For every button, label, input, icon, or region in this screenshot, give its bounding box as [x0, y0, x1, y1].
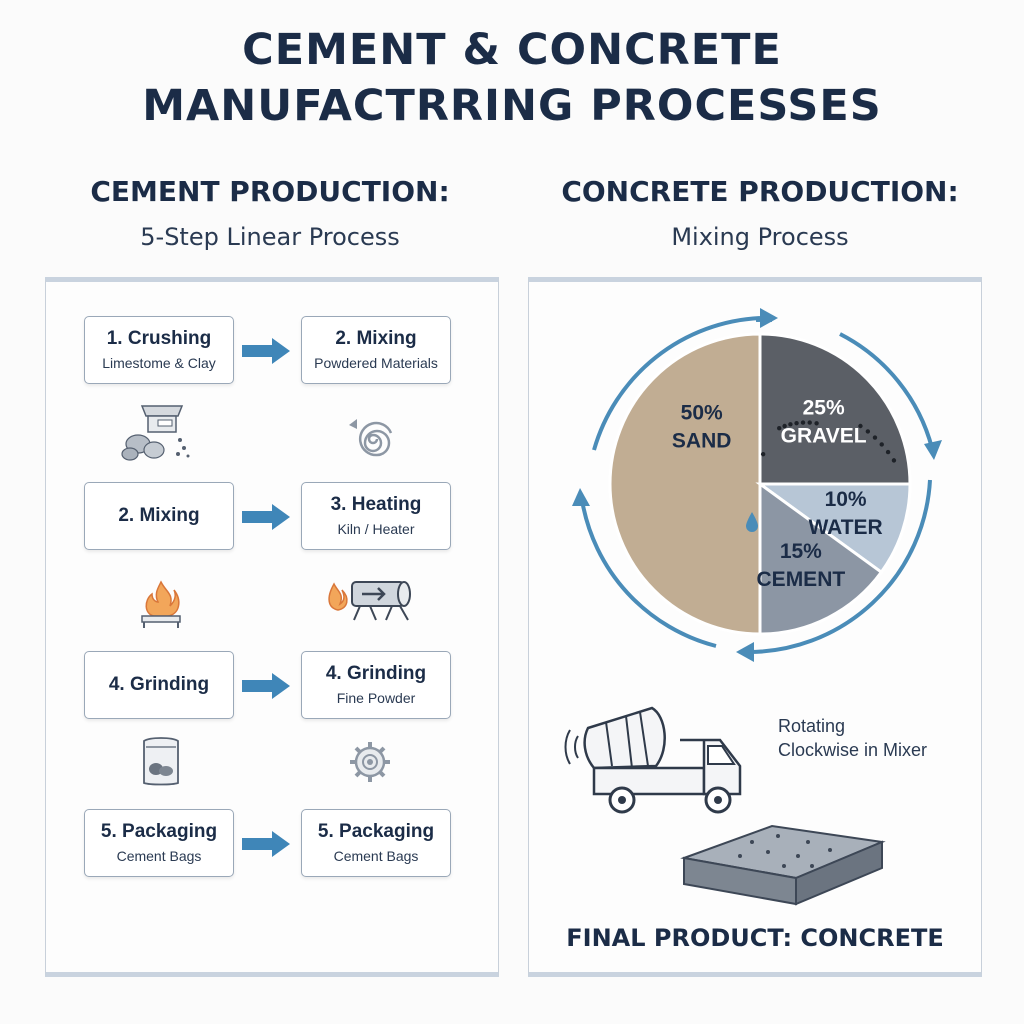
arrow-right-icon [242, 338, 290, 364]
spiral-icon [349, 419, 393, 457]
page-title-line1: CEMENT & CONCRETE [242, 25, 782, 75]
step-desc: Cement Bags [333, 848, 419, 864]
cycle-arrowhead [736, 642, 754, 662]
gravel-dot [800, 420, 806, 425]
gravel-dot [879, 442, 884, 447]
grinder-gear-icon [350, 742, 390, 782]
gravel-dot [777, 426, 782, 431]
gravel-dot [782, 423, 787, 429]
final-product-label: FINAL PRODUCT: CONCRETE [566, 924, 944, 952]
cycle-arrow-arc [580, 499, 717, 648]
step-card: 2. Mixing [84, 482, 234, 550]
step-title: 4. Grinding [108, 674, 210, 695]
cycle-arrow-arc [839, 332, 934, 449]
gravel-dot [814, 421, 819, 426]
pie-slice-sand [608, 332, 762, 636]
pie-category-label: WATER [808, 516, 882, 539]
pie-slice-cement [758, 481, 884, 636]
cement-heading: CEMENT PRODUCTION: [90, 175, 450, 208]
mixer-note-line2: Clockwise in Mixer [778, 740, 928, 760]
step-title: 1. Crushing [106, 328, 212, 349]
step-card: 3. Heating Kiln / Heater [301, 482, 451, 550]
arrow-right-icon [242, 831, 290, 857]
step-card: 5. Packaging Cement Bags [84, 809, 234, 877]
gravel-dot [891, 458, 897, 463]
cycle-arrow-arc [592, 316, 761, 451]
concrete-section-title: CONCRETE PRODUCTION: Mixing Process [520, 172, 1000, 254]
step-desc: Fine Powder [336, 690, 416, 706]
step-card: 2. Mixing Powdered Materials [301, 316, 451, 384]
step-card: 4. Grinding [84, 651, 234, 719]
step-title: 5. Packaging [317, 821, 435, 842]
gravel-dot [872, 435, 878, 440]
cement-bag-icon [143, 737, 179, 786]
page-title-line2: MANUFACTRRING PROCESSES [142, 81, 882, 131]
concrete-subheading: Mixing Process [671, 223, 849, 251]
pie-category-label: GRAVEL [781, 424, 867, 447]
gravel-speckles [760, 420, 897, 463]
cycle-arrowhead [572, 488, 590, 506]
pie-category-label: SAND [672, 430, 732, 453]
cement-subheading: 5-Step Linear Process [140, 223, 400, 251]
crusher-icon [121, 405, 190, 461]
concrete-slab-icon [680, 824, 886, 906]
gravel-dot [865, 429, 871, 434]
gravel-dot [760, 451, 766, 457]
page-title: CEMENT & CONCRETE MANUFACTRRING PROCESSE… [0, 22, 1024, 134]
cycle-arrowhead [924, 440, 942, 460]
step-title: 5. Packaging [100, 821, 218, 842]
step-desc: Limestome & Clay [102, 355, 216, 371]
water-drop-icon [746, 512, 758, 532]
mixer-note: Rotating Clockwise in Mixer [778, 714, 927, 762]
gravel-dot [858, 423, 863, 429]
arrow-right-icon [242, 673, 290, 699]
step-desc: Powdered Materials [314, 355, 438, 371]
pie-slice-gravel [758, 332, 912, 486]
step-desc: Kiln / Heater [337, 521, 415, 537]
step-title: 4. Grinding [325, 663, 427, 684]
kiln-icon [328, 581, 411, 621]
gravel-dot [807, 420, 812, 425]
gravel-dot [794, 420, 799, 426]
step-desc: Cement Bags [116, 848, 202, 864]
pie-percent-label: 10% [825, 488, 867, 511]
mixer-truck-icon [564, 706, 742, 814]
furnace-icon [141, 580, 181, 628]
mixer-note-line1: Rotating [778, 716, 846, 736]
pie-percent-label: 50% [681, 402, 723, 425]
step-card: 1. Crushing Limestome & Clay [84, 316, 234, 384]
cycle-arrow-arc [745, 479, 932, 655]
cycle-arrowhead [760, 308, 778, 328]
step-title: 2. Mixing [118, 505, 200, 526]
pie-category-label: CEMENT [757, 568, 846, 591]
step-title: 2. Mixing [335, 328, 417, 349]
concrete-heading: CONCRETE PRODUCTION: [561, 175, 959, 208]
pie-percent-label: 15% [780, 540, 822, 563]
pie-slices [608, 332, 912, 636]
step-card: 4. Grinding Fine Powder [301, 651, 451, 719]
gravel-dot [885, 449, 891, 455]
arrow-right-icon [242, 504, 290, 530]
cement-section-title: CEMENT PRODUCTION: 5-Step Linear Process [30, 172, 510, 254]
step-title: 3. Heating [330, 494, 422, 515]
gravel-dot [788, 422, 793, 427]
step-card: 5. Packaging Cement Bags [301, 809, 451, 877]
pie-slice-water [755, 482, 912, 575]
pie-percent-label: 25% [803, 396, 845, 419]
